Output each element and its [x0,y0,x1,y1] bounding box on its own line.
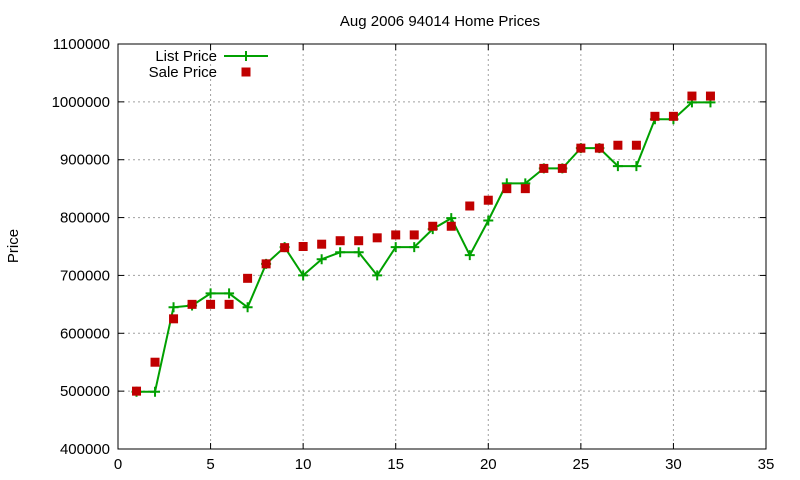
y-tick-label: 900000 [60,152,110,169]
list-price-point [353,247,364,258]
list-price-point [446,213,457,224]
sale-price-point [261,259,271,269]
legend: List Price Sale Price [149,48,268,81]
list-price-point [224,288,235,299]
legend-marker-sale-price [241,67,251,77]
sale-price-point [483,195,493,205]
sale-price-point [502,184,512,194]
y-tick-label: 1100000 [53,36,110,53]
x-tick-label: 10 [295,456,312,473]
legend-label-list-price: List Price [155,48,217,65]
list-price-point [631,161,642,172]
sale-price-point [687,91,697,101]
legend-marker-list-price [241,51,251,61]
sale-price-point [650,111,660,121]
sale-price-point [150,357,160,367]
sale-price-point [594,143,604,153]
list-price-point [316,254,327,265]
x-tick-label: 35 [758,456,775,473]
y-tick-label: 700000 [60,267,110,284]
sale-price-point [317,239,327,249]
x-tick-label: 30 [665,456,682,473]
sale-price-point [372,233,382,243]
list-price-line [136,101,711,393]
x-tick-label: 0 [114,456,122,473]
sale-price-point [224,299,234,309]
sale-price-point [354,236,364,246]
sale-price-point [705,91,715,101]
sale-price-point [298,242,308,251]
sale-price-point [391,230,401,240]
x-tick-label: 5 [206,456,214,473]
list-price-point [298,270,309,281]
y-tick-label: 600000 [60,325,110,342]
list-price-point [483,215,494,226]
sale-price-point [335,236,345,246]
list-price-point [409,242,420,253]
chart-title: Aug 2006 94014 Home Prices [340,13,540,30]
sale-price-point [243,273,253,283]
sale-price-point [668,111,678,121]
y-tick-label: 500000 [60,383,110,400]
list-price-point [168,302,179,313]
y-tick-label: 800000 [60,210,110,227]
legend-label-sale-price: Sale Price [149,64,217,81]
sale-price-point [576,143,586,153]
sale-price-point [446,221,456,231]
list-price-point [150,386,161,397]
list-price-point [464,250,475,261]
sale-price-point [557,163,567,173]
sale-price-point [187,299,197,309]
series-layer [131,91,716,397]
list-price-point [612,161,623,172]
list-price-point [390,242,401,253]
sale-price-point [280,243,290,253]
sale-price-point [613,140,623,150]
x-tick-label: 20 [480,456,497,473]
sale-price-point [428,221,438,231]
y-axis-label: Price [5,229,22,263]
sale-price-point [631,140,641,150]
sale-price-point [132,386,142,396]
list-price-point [335,247,346,258]
sale-price-point [465,201,475,211]
plot-frame [117,43,767,450]
y-tick-label: 1000000 [52,94,110,111]
x-tick-label: 15 [387,456,404,473]
y-tick-label: 400000 [60,441,110,458]
sale-price-point [206,299,216,309]
grid-lines [118,44,766,449]
sale-price-point [409,230,419,240]
sale-price-point [520,184,530,194]
sale-price-point [539,163,549,173]
axis-ticks: 0 5 10 15 20 25 30 35 400000 500000 600000 700000 80… [52,36,775,473]
x-tick-label: 25 [573,456,590,473]
list-price-point [372,270,383,281]
list-price-point [205,288,216,299]
list-price-point [242,302,253,313]
sale-price-point [169,314,179,324]
